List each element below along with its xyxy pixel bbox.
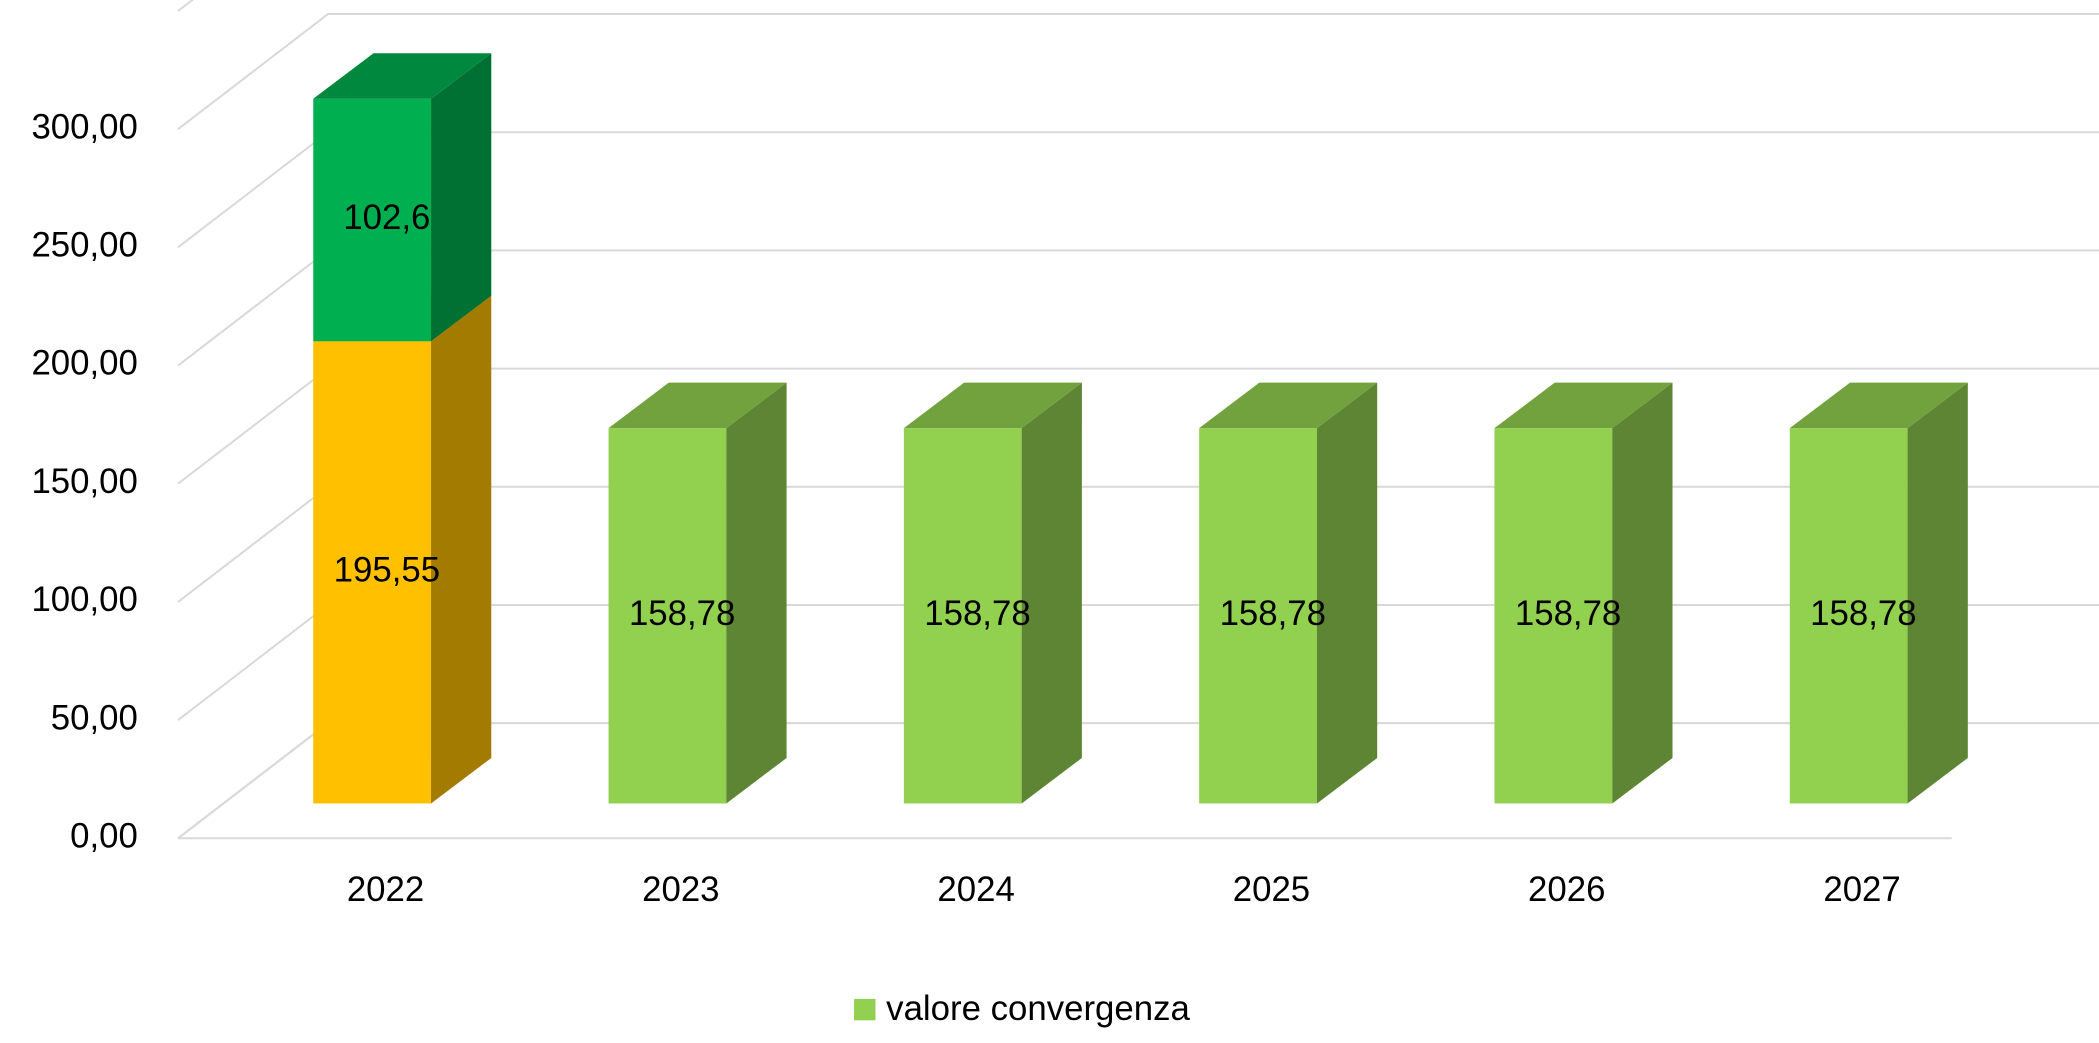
bar-side	[431, 53, 492, 342]
x-tick-label: 2024	[937, 870, 1014, 909]
data-label: 158,78	[1515, 594, 1621, 633]
bar-side	[1021, 382, 1082, 804]
bar	[903, 428, 1022, 804]
y-tick-label: 250,00	[31, 226, 137, 265]
x-tick-label: 2025	[1233, 870, 1310, 909]
y-tick-label: 50,00	[51, 698, 138, 737]
y-tick-label: 0,00	[70, 816, 138, 855]
y-tick-label: 300,00	[31, 107, 137, 146]
bar	[1789, 428, 1908, 804]
bar-top	[313, 53, 492, 99]
bar-top	[1494, 382, 1673, 429]
bar-side	[1316, 382, 1378, 804]
y-tick-label: 100,00	[31, 580, 137, 619]
bar-top	[608, 382, 787, 429]
bar-side	[726, 382, 787, 804]
y-tick-label: 200,00	[31, 344, 137, 383]
grid-line	[177, 13, 2099, 130]
data-label: 158,78	[1220, 594, 1326, 633]
data-label: 195,55	[334, 551, 440, 590]
wall-top	[177, 0, 194, 12]
data-label: 158,78	[924, 594, 1030, 633]
y-tick-label: 150,00	[31, 462, 137, 501]
bar	[313, 98, 432, 342]
x-tick-label: 2027	[1823, 870, 1900, 909]
data-label: 158,78	[629, 594, 735, 633]
bar	[1199, 428, 1317, 804]
bar	[313, 341, 432, 804]
x-tick-label: 2026	[1528, 870, 1605, 909]
bar-top	[903, 382, 1082, 429]
data-label: 102,6	[343, 198, 430, 237]
bar-side	[431, 295, 492, 804]
bar-top	[1789, 382, 1968, 429]
data-label: 158,78	[1810, 594, 1916, 633]
bar-side	[1907, 382, 1968, 804]
legend-swatch	[854, 998, 876, 1021]
x-tick-label: 2022	[347, 870, 424, 909]
bar	[1494, 428, 1613, 804]
x-tick-label: 2023	[642, 870, 719, 909]
bar	[608, 428, 727, 804]
bar-side	[1612, 382, 1673, 804]
bar-top	[1199, 382, 1378, 429]
legend-label: valore convergenza	[886, 989, 1190, 1028]
